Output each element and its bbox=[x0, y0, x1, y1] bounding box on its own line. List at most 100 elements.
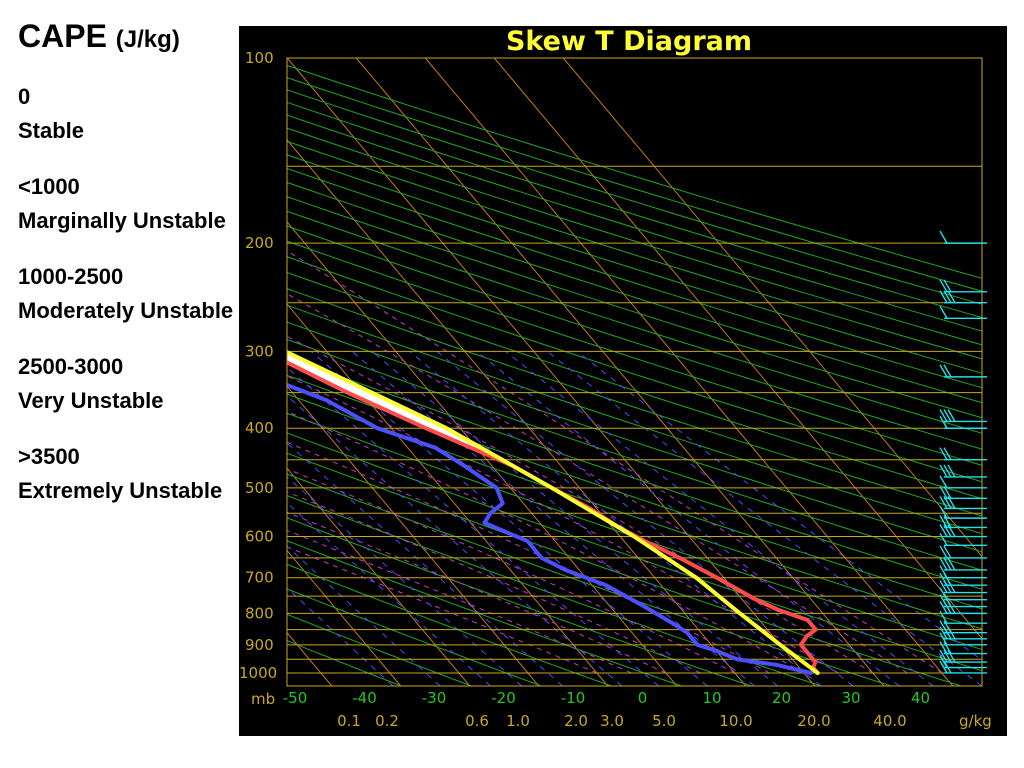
wind-barb bbox=[939, 364, 948, 378]
legend-title: CAPE (J/kg) bbox=[18, 18, 233, 58]
mixing-ratio-lines bbox=[287, 351, 982, 686]
mixing-ratio-line bbox=[287, 442, 563, 686]
wind-barb bbox=[947, 626, 956, 640]
cape-legend: CAPE (J/kg) 0 Stable <1000 Marginally Un… bbox=[18, 18, 233, 508]
pressure-tick-label: 500 bbox=[245, 479, 274, 497]
wind-barb bbox=[943, 496, 952, 509]
dry-adiabat bbox=[287, 432, 982, 672]
wind-barb bbox=[939, 649, 948, 663]
cape-category-moderate: 1000-2500 Moderately Unstable bbox=[18, 260, 233, 328]
dry-adiabat bbox=[287, 412, 982, 651]
wind-barb bbox=[939, 545, 948, 559]
cape-description: Moderately Unstable bbox=[18, 298, 234, 323]
mixing-ratio-tick-label: 0.2 bbox=[375, 712, 399, 730]
dry-adiabat bbox=[287, 374, 982, 610]
dry-adiabat bbox=[287, 181, 982, 404]
mixing-ratio-line bbox=[409, 351, 822, 686]
wind-barb bbox=[943, 524, 952, 537]
mixing-ratio-tick-label: 1.0 bbox=[506, 712, 530, 730]
cape-description: Marginally Unstable bbox=[18, 208, 226, 233]
isotherm-grid bbox=[287, 58, 982, 686]
wind-barb bbox=[939, 230, 948, 244]
pressure-unit-label: mb bbox=[251, 690, 275, 708]
mixing-ratio-tick-label: 0.6 bbox=[465, 712, 489, 730]
temperature-tick-label: -10 bbox=[561, 689, 586, 707]
dry-adiabat bbox=[287, 563, 612, 686]
dry-adiabat bbox=[287, 127, 982, 346]
temperature-tick-label: 30 bbox=[841, 689, 860, 707]
wind-barb bbox=[939, 415, 948, 429]
wind-barb bbox=[939, 610, 948, 624]
dry-adiabat bbox=[287, 140, 982, 360]
cape-description: Extremely Unstable bbox=[18, 478, 223, 503]
mixing-ratio-unit-label: g/kg bbox=[959, 712, 992, 730]
wind-barb bbox=[939, 515, 948, 528]
wind-barb bbox=[947, 601, 956, 614]
cape-range: 1000-2500 bbox=[18, 264, 124, 289]
temperature-tick-label: -20 bbox=[491, 689, 516, 707]
wind-barb bbox=[939, 409, 948, 422]
plot-area bbox=[287, 58, 982, 686]
dry-adiabat bbox=[287, 101, 982, 319]
pressure-tick-label: 900 bbox=[245, 636, 274, 654]
wind-barb bbox=[943, 649, 952, 663]
wind-barb bbox=[947, 464, 956, 478]
mixing-ratio-tick-label: 20.0 bbox=[797, 712, 830, 730]
mixing-ratio-line bbox=[287, 366, 660, 686]
pressure-tick-label: 800 bbox=[245, 604, 274, 622]
isotherm-line bbox=[287, 385, 540, 686]
dry-adiabat bbox=[287, 240, 982, 466]
temperature-tick-label: -50 bbox=[283, 689, 308, 707]
skew-t-chart-panel: Skew T Diagram 100 200 300 400 500 600 700 800 9… bbox=[239, 26, 1007, 736]
chart-title: Skew T Diagram bbox=[506, 26, 752, 57]
sounding-series bbox=[287, 349, 820, 675]
mixing-ratio-line bbox=[351, 351, 755, 686]
mixing-ratio-line bbox=[576, 351, 982, 661]
wind-barb bbox=[939, 496, 948, 509]
isotherm-line bbox=[424, 58, 954, 686]
wind-barb bbox=[943, 660, 952, 674]
wind-barb bbox=[947, 557, 956, 571]
dry-adiabat bbox=[287, 288, 982, 517]
mixing-ratio-tick-labels: 0.1 0.2 0.6 1.0 2.0 3.0 5.0 10.0 20.0 40.0 bbox=[337, 712, 907, 730]
wind-barb bbox=[947, 409, 956, 422]
wind-barb bbox=[947, 580, 956, 593]
wind-barb bbox=[943, 279, 952, 293]
cape-category-marginal: <1000 Marginally Unstable bbox=[18, 170, 233, 238]
mixing-ratio-tick-label: 5.0 bbox=[652, 712, 676, 730]
isotherm-line bbox=[287, 139, 747, 686]
wind-barb bbox=[939, 279, 948, 293]
pressure-tick-label: 100 bbox=[245, 49, 274, 67]
wind-barb bbox=[939, 532, 948, 546]
dry-adiabat bbox=[287, 495, 822, 686]
mixing-ratio-line bbox=[287, 395, 623, 686]
temperature-tick-label: -30 bbox=[422, 689, 447, 707]
mixing-ratio-tick-label: 3.0 bbox=[600, 712, 624, 730]
pressure-tick-label: 700 bbox=[245, 569, 274, 587]
isotherm-line bbox=[493, 58, 982, 640]
wind-barb bbox=[943, 485, 952, 499]
wind-barb bbox=[939, 580, 948, 593]
dry-adiabat bbox=[287, 304, 982, 535]
dewpoint-line bbox=[287, 382, 813, 675]
dry-adiabat bbox=[287, 356, 982, 590]
mixing-ratio-tick-label: 0.1 bbox=[337, 712, 361, 730]
wind-barb bbox=[947, 524, 956, 537]
dry-adiabat bbox=[287, 540, 682, 686]
wind-barb bbox=[947, 649, 956, 663]
dry-adiabat bbox=[287, 473, 892, 686]
wind-barb bbox=[939, 660, 948, 674]
dry-adiabat bbox=[287, 256, 982, 483]
cape-description: Very Unstable bbox=[18, 388, 164, 413]
wind-barbs bbox=[939, 230, 987, 674]
mixing-ratio-line bbox=[287, 587, 394, 686]
mixing-ratio-line bbox=[287, 502, 491, 686]
pressure-tick-label: 300 bbox=[245, 342, 274, 360]
temperature-tick-label: 10 bbox=[702, 689, 721, 707]
cape-unit: (J/kg) bbox=[115, 26, 180, 53]
cape-category-very: 2500-3000 Very Unstable bbox=[18, 350, 233, 418]
dry-adiabat bbox=[287, 196, 982, 419]
isotherm-line bbox=[287, 467, 471, 686]
cape-category-extreme: >3500 Extremely Unstable bbox=[18, 440, 233, 508]
wind-barb bbox=[939, 655, 948, 668]
